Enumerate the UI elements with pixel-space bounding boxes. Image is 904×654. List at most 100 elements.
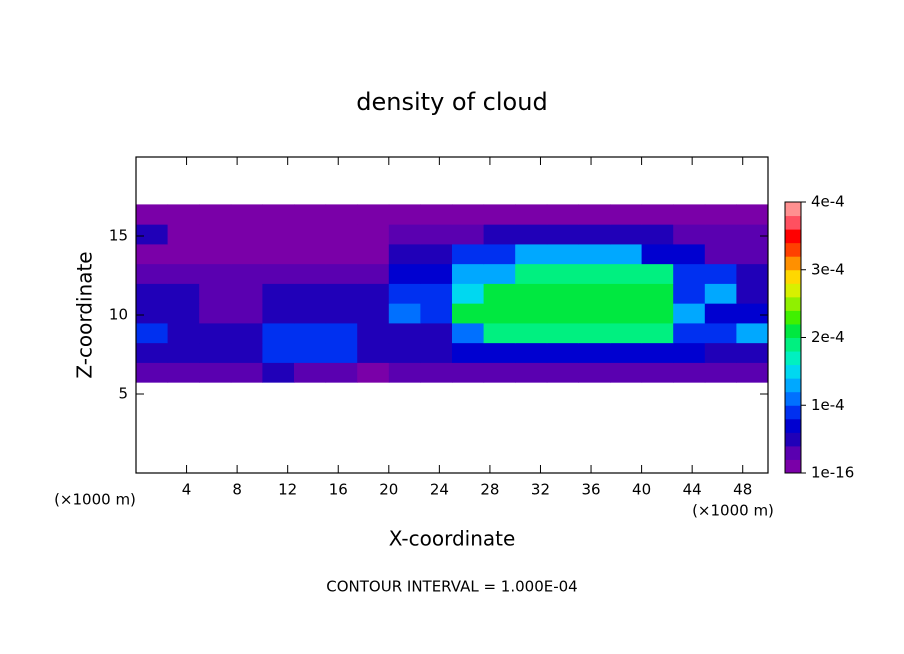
- contour-cell: [167, 303, 200, 324]
- contour-cell: [515, 283, 548, 304]
- contour-cell: [199, 224, 232, 245]
- contour-cell: [610, 243, 643, 265]
- contour-cell: [262, 204, 295, 225]
- contour-cell: [420, 243, 453, 265]
- contour-cell: [546, 342, 579, 363]
- contour-cell: [736, 322, 769, 344]
- contour-cell: [610, 263, 643, 284]
- colorbar-band: [785, 242, 801, 257]
- contour-cell: [357, 224, 390, 245]
- colorbar-band: [785, 296, 801, 311]
- contour-cell: [388, 283, 421, 304]
- contour-cell: [578, 283, 611, 304]
- contour-cell: [420, 322, 453, 344]
- contour-cell: [388, 204, 421, 225]
- contour-cell: [230, 243, 263, 265]
- contour-cell: [388, 342, 421, 363]
- contour-cell: [704, 283, 737, 304]
- contour-cell: [452, 263, 485, 284]
- contour-cell: [294, 224, 327, 245]
- contour-cell: [736, 224, 769, 245]
- contour-cell: [357, 263, 390, 284]
- contour-cell: [199, 243, 232, 265]
- x-tick-label: 12: [278, 481, 297, 499]
- contour-cell: [610, 224, 643, 245]
- colorbar-band: [785, 378, 801, 393]
- colorbar-band: [785, 445, 801, 460]
- colorbar-tick-label: 3e-4: [811, 260, 845, 278]
- contour-cell: [673, 263, 706, 284]
- contour-cell: [136, 243, 169, 265]
- contour-cell: [262, 283, 295, 304]
- contour-cell: [546, 224, 579, 245]
- contour-cell: [325, 263, 358, 284]
- contour-cell: [578, 224, 611, 245]
- contour-cell: [420, 303, 453, 324]
- contour-cell: [515, 263, 548, 284]
- contour-cell: [357, 204, 390, 225]
- contour-cell: [515, 204, 548, 225]
- contour-cell: [673, 362, 706, 383]
- contour-cell: [452, 204, 485, 225]
- contour-cell: [546, 283, 579, 304]
- y-tick-label: 15: [109, 227, 128, 245]
- colorbar-band: [785, 391, 801, 406]
- contour-cell: [515, 243, 548, 265]
- x-tick-label: 40: [632, 481, 651, 499]
- contour-cell: [483, 342, 516, 363]
- contour-cell: [704, 263, 737, 284]
- contour-cell: [578, 322, 611, 344]
- colorbar-band: [785, 215, 801, 230]
- colorbar-band: [785, 323, 801, 338]
- contour-cell: [357, 362, 390, 383]
- contour-cell: [578, 303, 611, 324]
- contour-cell: [483, 263, 516, 284]
- contour-cell: [515, 362, 548, 383]
- contour-cell: [357, 322, 390, 344]
- contour-cell: [515, 342, 548, 363]
- contour-cell: [420, 362, 453, 383]
- colorbar-tick-label: 4e-4: [811, 193, 845, 211]
- contour-cell: [420, 342, 453, 363]
- contour-cell: [704, 362, 737, 383]
- contour-cell: [262, 362, 295, 383]
- x-tick-label: 8: [232, 481, 242, 499]
- contour-cell: [388, 322, 421, 344]
- contour-cell: [483, 204, 516, 225]
- contour-cell: [325, 224, 358, 245]
- contour-cell: [420, 224, 453, 245]
- contour-cell: [262, 224, 295, 245]
- contour-cell: [578, 243, 611, 265]
- contour-cell: [641, 322, 674, 344]
- contour-cell: [641, 342, 674, 363]
- x-tick-label: 36: [581, 481, 600, 499]
- contour-cell: [546, 322, 579, 344]
- contour-cell: [325, 362, 358, 383]
- contour-cell: [136, 204, 169, 225]
- contour-cell: [167, 342, 200, 363]
- contour-cell: [452, 243, 485, 265]
- contour-cell: [167, 243, 200, 265]
- colorbar-band: [785, 256, 801, 271]
- contour-cell: [673, 303, 706, 324]
- contour-cell: [262, 322, 295, 344]
- contour-cell: [136, 224, 169, 245]
- contour-cell: [294, 342, 327, 363]
- contour-cell: [673, 224, 706, 245]
- contour-cell: [546, 243, 579, 265]
- contour-cell: [357, 342, 390, 363]
- contour-cell: [452, 362, 485, 383]
- contour-cell: [420, 204, 453, 225]
- contour-cell: [704, 243, 737, 265]
- contour-cell: [199, 303, 232, 324]
- contour-cell: [262, 263, 295, 284]
- contour-cell: [610, 322, 643, 344]
- contour-cell: [610, 283, 643, 304]
- contour-cell: [736, 362, 769, 383]
- x-tick-label: 44: [683, 481, 702, 499]
- x-tick-label: 20: [379, 481, 398, 499]
- contour-cell: [199, 263, 232, 284]
- contour-cell: [294, 322, 327, 344]
- contour-cell: [325, 204, 358, 225]
